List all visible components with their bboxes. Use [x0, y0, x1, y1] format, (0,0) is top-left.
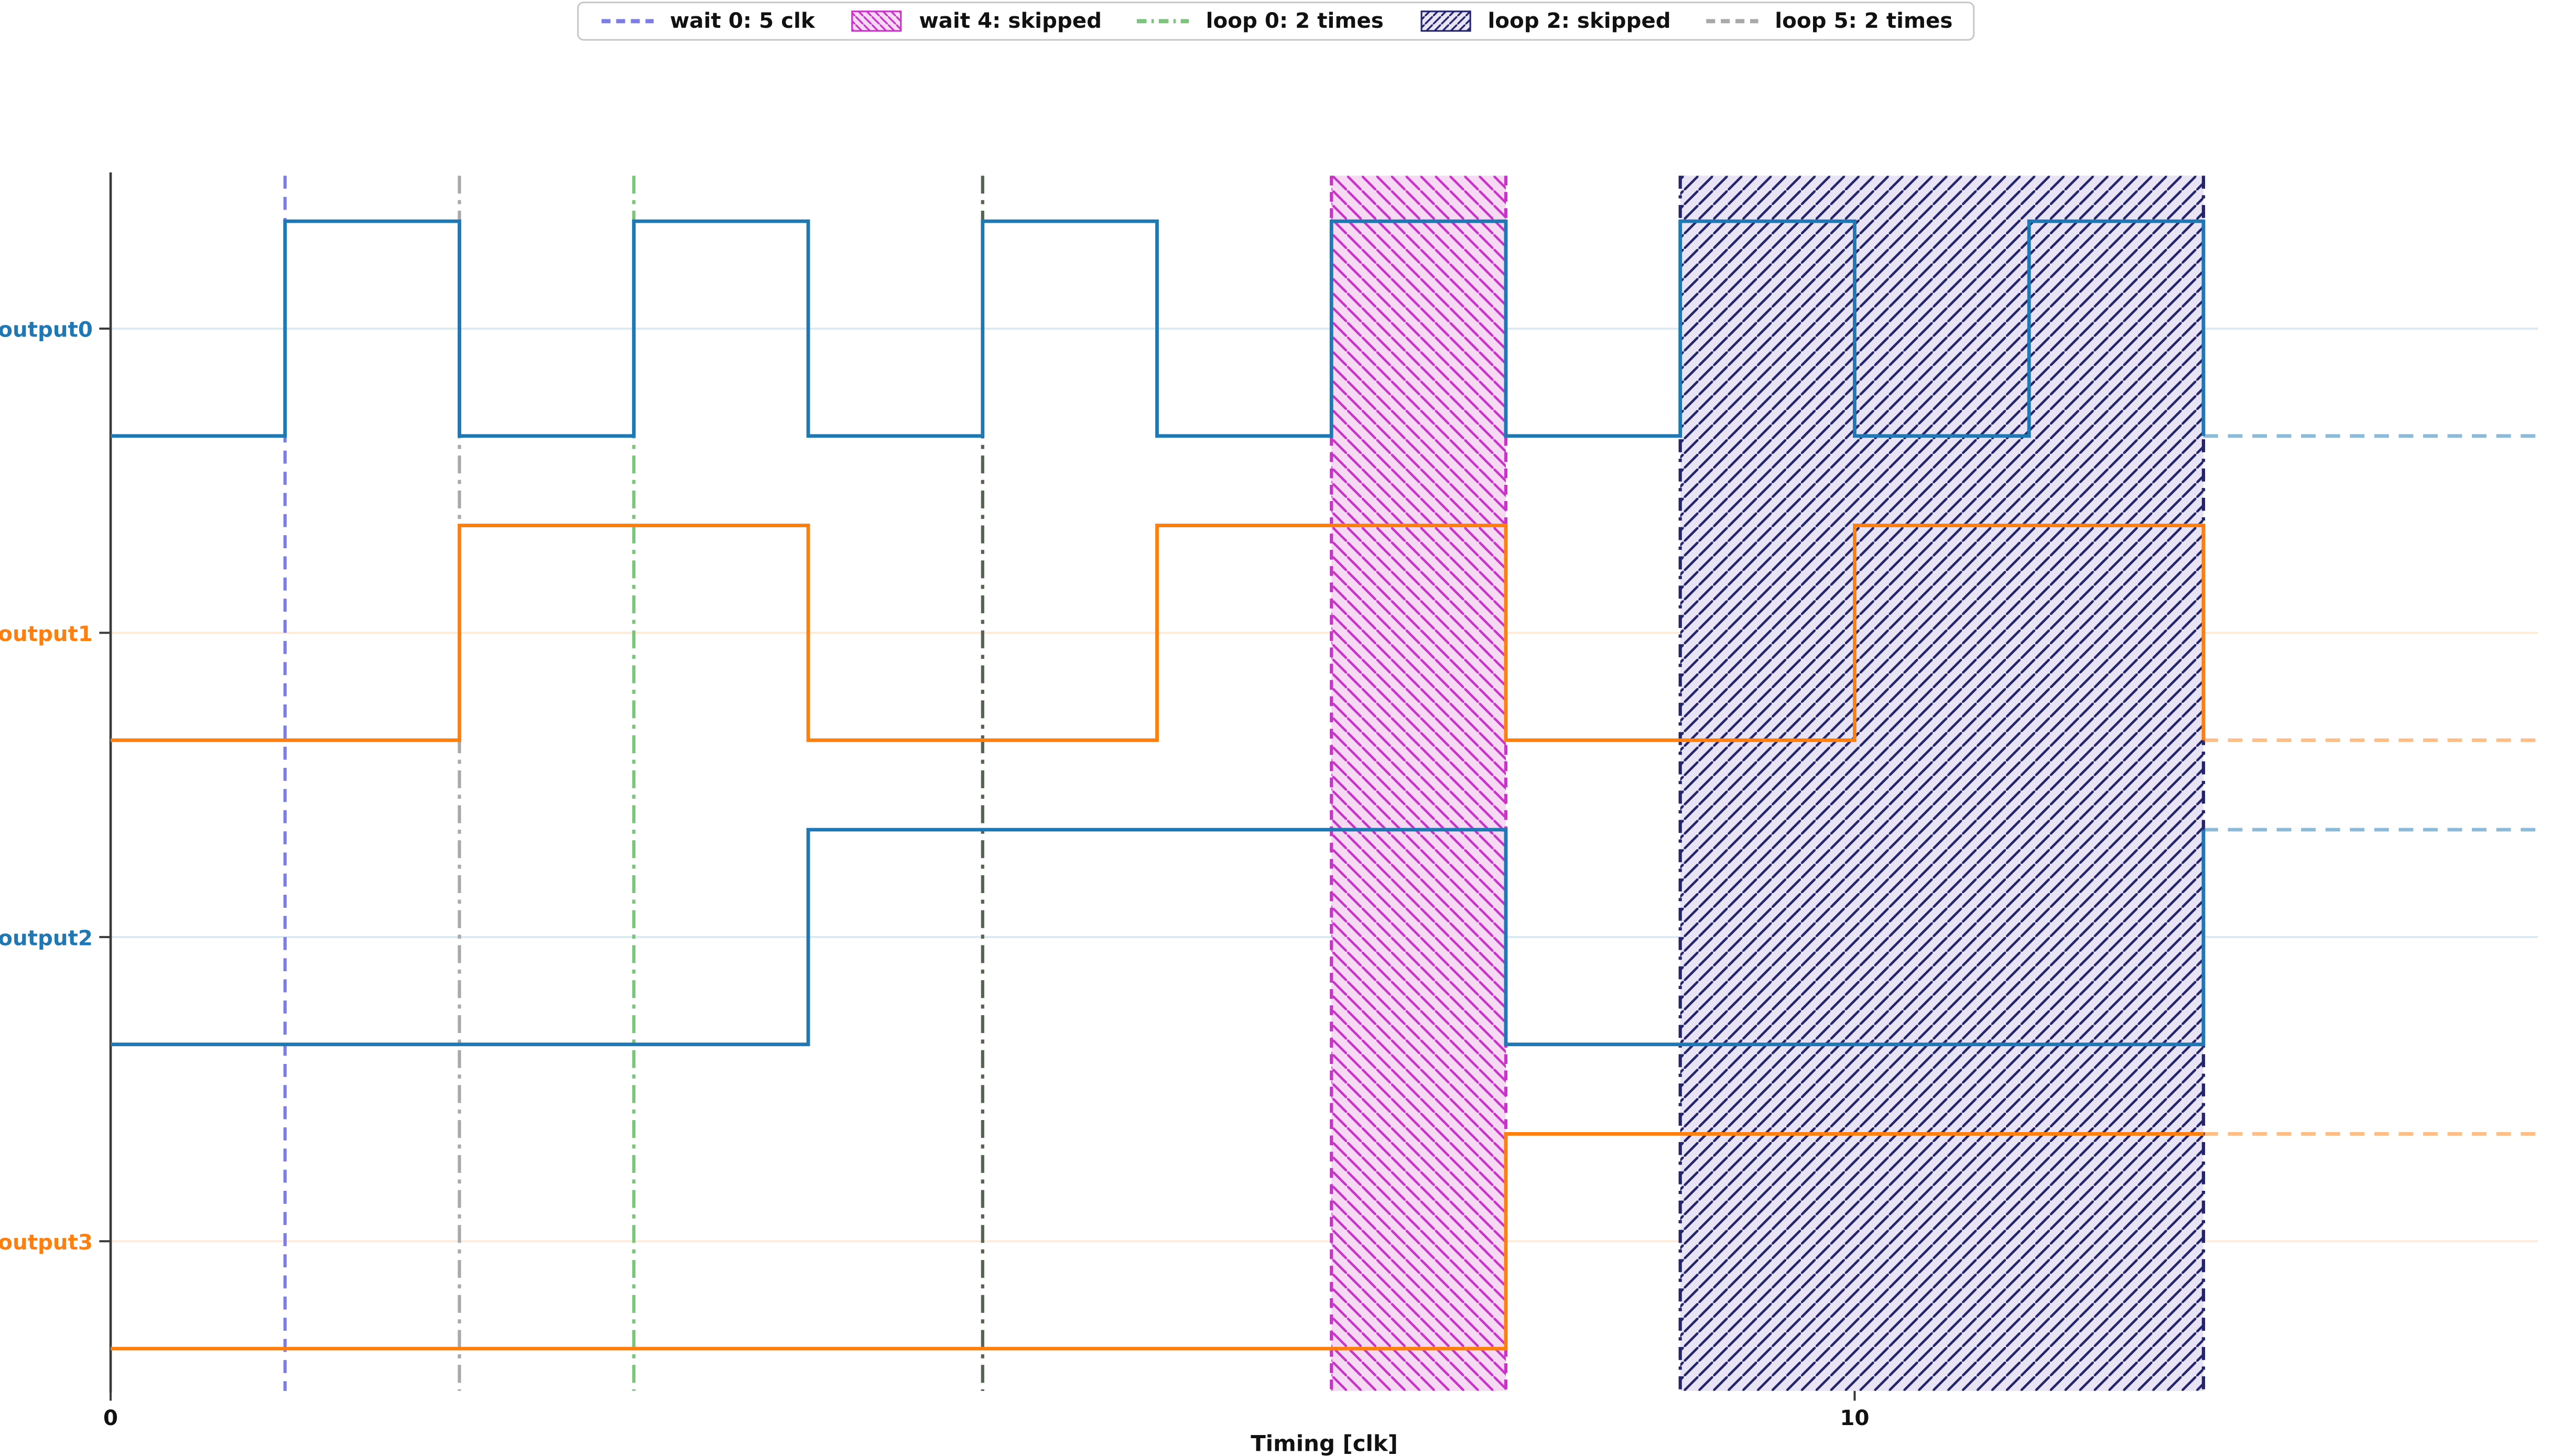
- y-label-output3: output3: [0, 1230, 93, 1255]
- signal-path-output0: [111, 219, 2206, 438]
- loop-0-dashdot-line-swatch: [1134, 8, 1193, 35]
- region-wait-4-skipped: [1330, 176, 1508, 1391]
- legend-item-wait-0: wait 0: 5 clk: [598, 8, 815, 35]
- legend-item-loop-5: loop 5: 2 times: [1703, 8, 1953, 35]
- legend-label-wait-4: wait 4: skipped: [919, 9, 1102, 34]
- y-label-output2: output2: [0, 926, 93, 950]
- signal-path-output1: [111, 524, 2206, 742]
- signal-path-output3: [111, 1132, 2203, 1351]
- x-tick-label-10: 10: [1840, 1406, 1869, 1430]
- swatch-hatch: [1421, 11, 1470, 31]
- region-loop-2-skipped: [1678, 176, 2206, 1391]
- swatch-hatch: [852, 11, 902, 31]
- legend-item-loop-2: loop 2: skipped: [1416, 8, 1671, 35]
- region-hatch-loop-2-skipped: [1680, 176, 2203, 1391]
- legend-swatch-graphic: [601, 19, 654, 24]
- loop-2-hatch-patch-swatch: [1416, 8, 1475, 35]
- legend-swatch-graphic: [1137, 19, 1190, 24]
- legend-label-loop-2: loop 2: skipped: [1488, 9, 1671, 34]
- legend-label-loop-0: loop 0: 2 times: [1206, 9, 1384, 34]
- wait-0-dashed-line-swatch: [598, 8, 657, 35]
- legend-swatch-graphic: [851, 10, 902, 32]
- y-label-output0: output0: [0, 318, 93, 342]
- legend-swatch-graphic: [1706, 19, 1759, 24]
- swatch-border: [1420, 10, 1471, 32]
- legend-item-loop-0: loop 0: 2 times: [1134, 8, 1384, 35]
- legend-label-wait-0: wait 0: 5 clk: [670, 9, 815, 34]
- legend-swatch-graphic: [1420, 10, 1471, 32]
- loop-5-dashed-line-swatch: [1703, 8, 1762, 35]
- region-hatch-wait-4-skipped: [1331, 176, 1506, 1391]
- x-tick-label-0: 0: [103, 1406, 118, 1430]
- signal-path-output2: [111, 828, 2206, 1047]
- x-axis-label: Timing [clk]: [1251, 1431, 1398, 1456]
- wait-4-hatch-patch-swatch: [848, 8, 906, 35]
- legend-label-loop-5: loop 5: 2 times: [1775, 9, 1953, 34]
- legend: wait 0: 5 clk wait 4: skipped loop 0: 2 …: [577, 2, 1974, 41]
- y-label-output1: output1: [0, 622, 93, 646]
- legend-item-wait-4: wait 4: skipped: [848, 8, 1102, 35]
- swatch-border: [851, 10, 902, 32]
